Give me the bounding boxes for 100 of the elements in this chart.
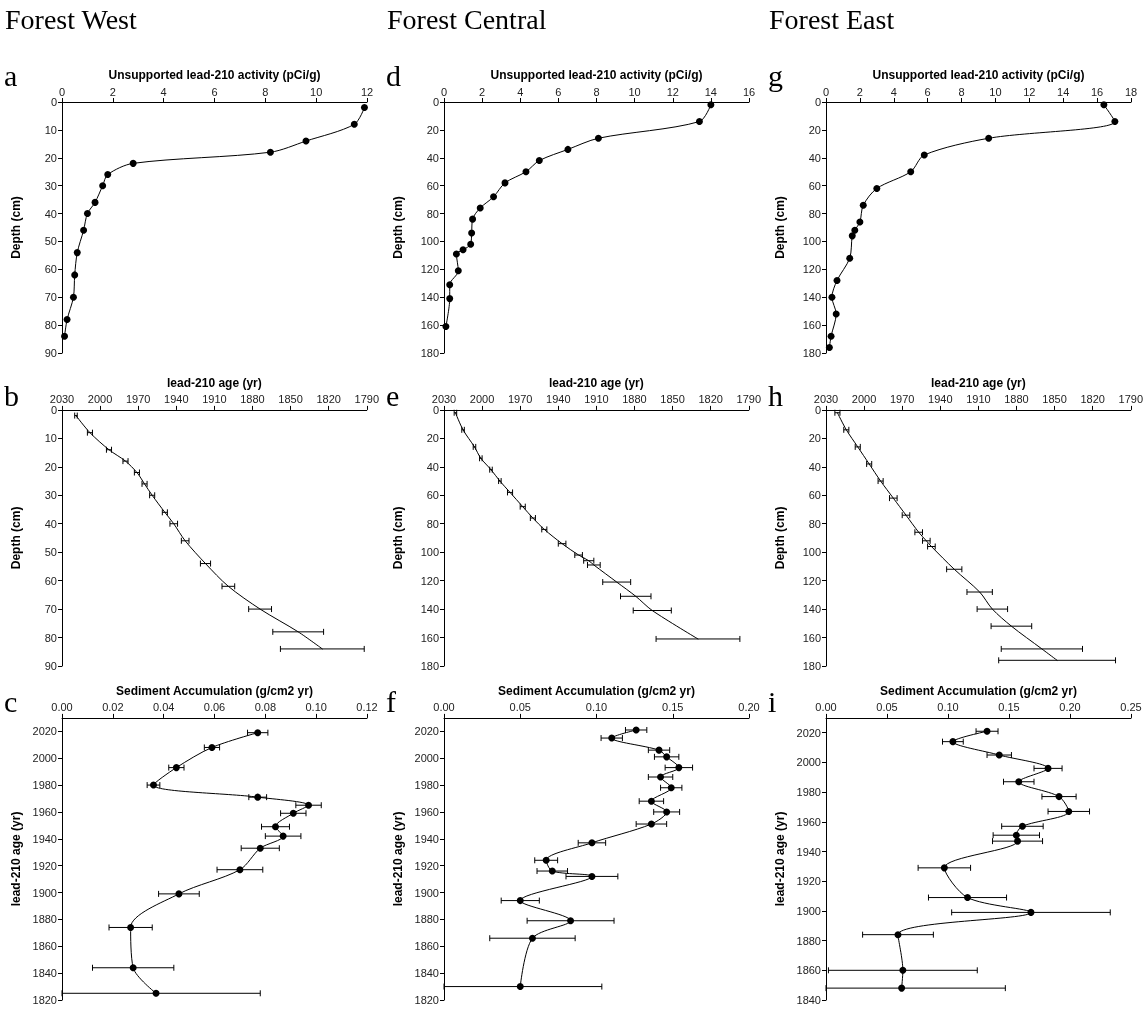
y-tick-label: 2020 (414, 725, 439, 738)
y-axis-title: lead-210 age (yr) (390, 811, 405, 907)
point (1111, 118, 1119, 126)
x-tick-label: 0.00 (51, 701, 73, 714)
y-tick-label: 1840 (414, 967, 439, 980)
point (104, 171, 112, 179)
x-tick-label: 0.15 (998, 701, 1020, 714)
point (667, 784, 675, 792)
point (1065, 807, 1073, 815)
x-tick-label: 10 (989, 85, 1002, 98)
x-tick-label: 0.02 (102, 701, 124, 714)
point (675, 764, 683, 772)
x-tick-label: 1940 (164, 393, 189, 406)
point (266, 148, 274, 156)
y-axis-title: lead-210 age (yr) (772, 811, 787, 907)
point (69, 293, 77, 301)
x-tick-label: 2030 (813, 393, 839, 406)
y-tick-label: 140 (420, 291, 439, 304)
point (150, 781, 157, 789)
point (1012, 831, 1020, 839)
y-tick-label: 120 (802, 263, 821, 276)
y-tick-label: 20 (426, 123, 439, 136)
x-tick-label: 0 (58, 85, 66, 98)
x-tick-label: 16 (742, 85, 756, 98)
y-tick-label: 10 (44, 432, 57, 445)
point (1027, 908, 1035, 916)
y-axis-title: Depth (cm) (391, 506, 405, 570)
point (899, 966, 907, 974)
point (588, 872, 596, 880)
y-tick-label: 180 (802, 660, 821, 672)
y-axis-title: Depth (cm) (9, 506, 23, 570)
y-tick-label: 1960 (796, 815, 821, 828)
y-tick-label: 100 (420, 546, 439, 559)
point (446, 281, 454, 289)
point (83, 210, 91, 218)
point (856, 218, 864, 226)
x-tick-label: 1970 (507, 393, 533, 406)
chart-title: Forest West (5, 3, 137, 35)
point (825, 343, 833, 351)
x-tick-label: 8 (958, 85, 965, 98)
y-tick-label: 1960 (32, 805, 57, 818)
x-tick-label: 2030 (49, 393, 75, 406)
x-tick-label: 1880 (240, 393, 265, 406)
point (907, 168, 915, 176)
x-tick-label: 0.10 (305, 701, 327, 714)
y-tick-label: 50 (44, 235, 57, 248)
y-tick-label: 1860 (414, 940, 439, 953)
x-tick-label: 0.00 (433, 701, 455, 714)
x-tick-label: 1910 (202, 393, 227, 406)
point (1044, 764, 1052, 772)
y-axis-title: Depth (cm) (391, 196, 405, 259)
point (516, 983, 524, 991)
y-tick-label: 1860 (796, 964, 821, 977)
x-tick-label: 1910 (584, 393, 609, 406)
y-tick-label: 40 (426, 460, 439, 473)
text: a (4, 58, 18, 92)
x-tick-label: 1910 (966, 393, 991, 406)
y-tick-label: 80 (808, 207, 821, 220)
x-tick-label: 12 (666, 85, 679, 98)
text: d (386, 58, 401, 92)
x-tick-label: 6 (211, 85, 218, 98)
y-tick-label: 80 (426, 517, 439, 530)
point (985, 134, 993, 142)
y-tick-label: 40 (426, 151, 439, 164)
y-tick-label: 1840 (32, 967, 57, 980)
y-tick-label: 1820 (414, 994, 439, 1006)
y-tick-label: 120 (420, 574, 439, 587)
point (63, 316, 71, 324)
y-tick-label: 1980 (796, 786, 821, 799)
y-tick-label: 80 (426, 207, 439, 220)
y-tick-label: 0 (814, 96, 821, 108)
y-tick-label: 2000 (796, 756, 821, 769)
point (859, 201, 867, 209)
x-axis-title: Sediment Accumulation (g/cm2 yr) (116, 684, 313, 698)
y-tick-label: 180 (802, 347, 821, 359)
y-tick-label: 60 (426, 179, 439, 192)
x-tick-label: 16 (1090, 85, 1104, 98)
x-tick-label: 0.10 (937, 701, 959, 714)
point (254, 793, 262, 801)
y-tick-label: 60 (808, 179, 821, 192)
y-tick-label: 10 (44, 123, 57, 136)
y-tick-label: 60 (808, 489, 821, 502)
x-axis-title: Sediment Accumulation (g/cm2 yr) (498, 684, 695, 698)
y-tick-label: 1880 (796, 934, 821, 947)
y-tick-label: 180 (420, 347, 439, 359)
point (833, 276, 841, 284)
point (129, 159, 137, 167)
x-tick-label: 1940 (546, 393, 571, 406)
point (208, 743, 216, 751)
point (663, 753, 671, 761)
point (528, 934, 536, 942)
x-tick-label: 1970 (889, 393, 915, 406)
y-tick-label: 160 (802, 319, 821, 332)
y-tick-label: 60 (44, 574, 57, 587)
point (548, 867, 556, 875)
y-tick-label: 2000 (414, 752, 439, 765)
point (279, 832, 287, 840)
y-tick-label: 100 (802, 546, 821, 559)
point (542, 856, 550, 864)
point (535, 157, 543, 165)
